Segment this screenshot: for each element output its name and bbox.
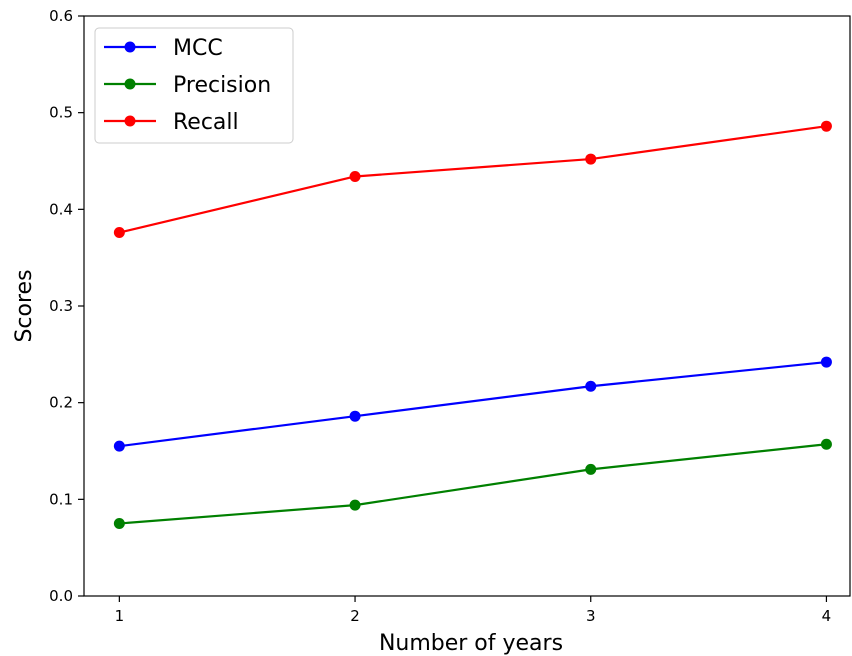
y-tick-label: 0.3 bbox=[49, 297, 73, 315]
x-tick-label: 3 bbox=[586, 607, 596, 625]
x-tick-label: 2 bbox=[350, 607, 360, 625]
legend-marker-mcc bbox=[124, 41, 136, 53]
y-tick-label: 0.5 bbox=[49, 104, 73, 122]
x-axis-ticks: 1 2 3 4 bbox=[115, 596, 832, 625]
y-tick-label: 0.2 bbox=[49, 394, 73, 412]
data-point-recall bbox=[349, 170, 361, 182]
legend-label-recall: Recall bbox=[173, 110, 239, 135]
series-line-precision bbox=[119, 443, 827, 525]
data-point-recall bbox=[113, 227, 125, 239]
series-line-mcc bbox=[119, 360, 827, 448]
data-point-recall bbox=[820, 120, 832, 132]
y-axis-label: Scores bbox=[12, 269, 37, 342]
x-tick-label: 4 bbox=[822, 607, 832, 625]
legend-label-mcc: MCC bbox=[173, 36, 223, 61]
data-point-recall bbox=[585, 153, 597, 165]
y-tick-label: 0.6 bbox=[49, 7, 73, 25]
data-point-precision bbox=[585, 463, 597, 475]
y-tick-label: 0.4 bbox=[49, 200, 73, 218]
legend-label-precision: Precision bbox=[173, 73, 271, 98]
legend-marker-recall bbox=[124, 115, 136, 127]
x-axis-label: Number of years bbox=[379, 631, 563, 656]
series-line-recall bbox=[119, 125, 827, 234]
y-tick-label: 0.0 bbox=[49, 587, 73, 605]
data-point-precision bbox=[820, 438, 832, 450]
legend-marker-precision bbox=[124, 78, 136, 90]
data-point-precision bbox=[349, 499, 361, 511]
series-layer bbox=[113, 120, 832, 529]
data-point-precision bbox=[113, 518, 125, 529]
y-tick-label: 0.1 bbox=[49, 490, 73, 508]
data-point-mcc bbox=[585, 380, 597, 392]
legend: MCC Precision Recall bbox=[94, 27, 294, 144]
data-point-mcc bbox=[349, 410, 361, 422]
y-axis-ticks: 0.0 0.1 0.2 0.3 0.4 0.5 0.6 bbox=[49, 7, 84, 605]
data-point-mcc bbox=[820, 356, 832, 368]
x-tick-label: 1 bbox=[115, 607, 125, 625]
data-point-mcc bbox=[113, 440, 125, 452]
legend-box bbox=[94, 27, 294, 144]
plot-frame bbox=[83, 15, 851, 597]
